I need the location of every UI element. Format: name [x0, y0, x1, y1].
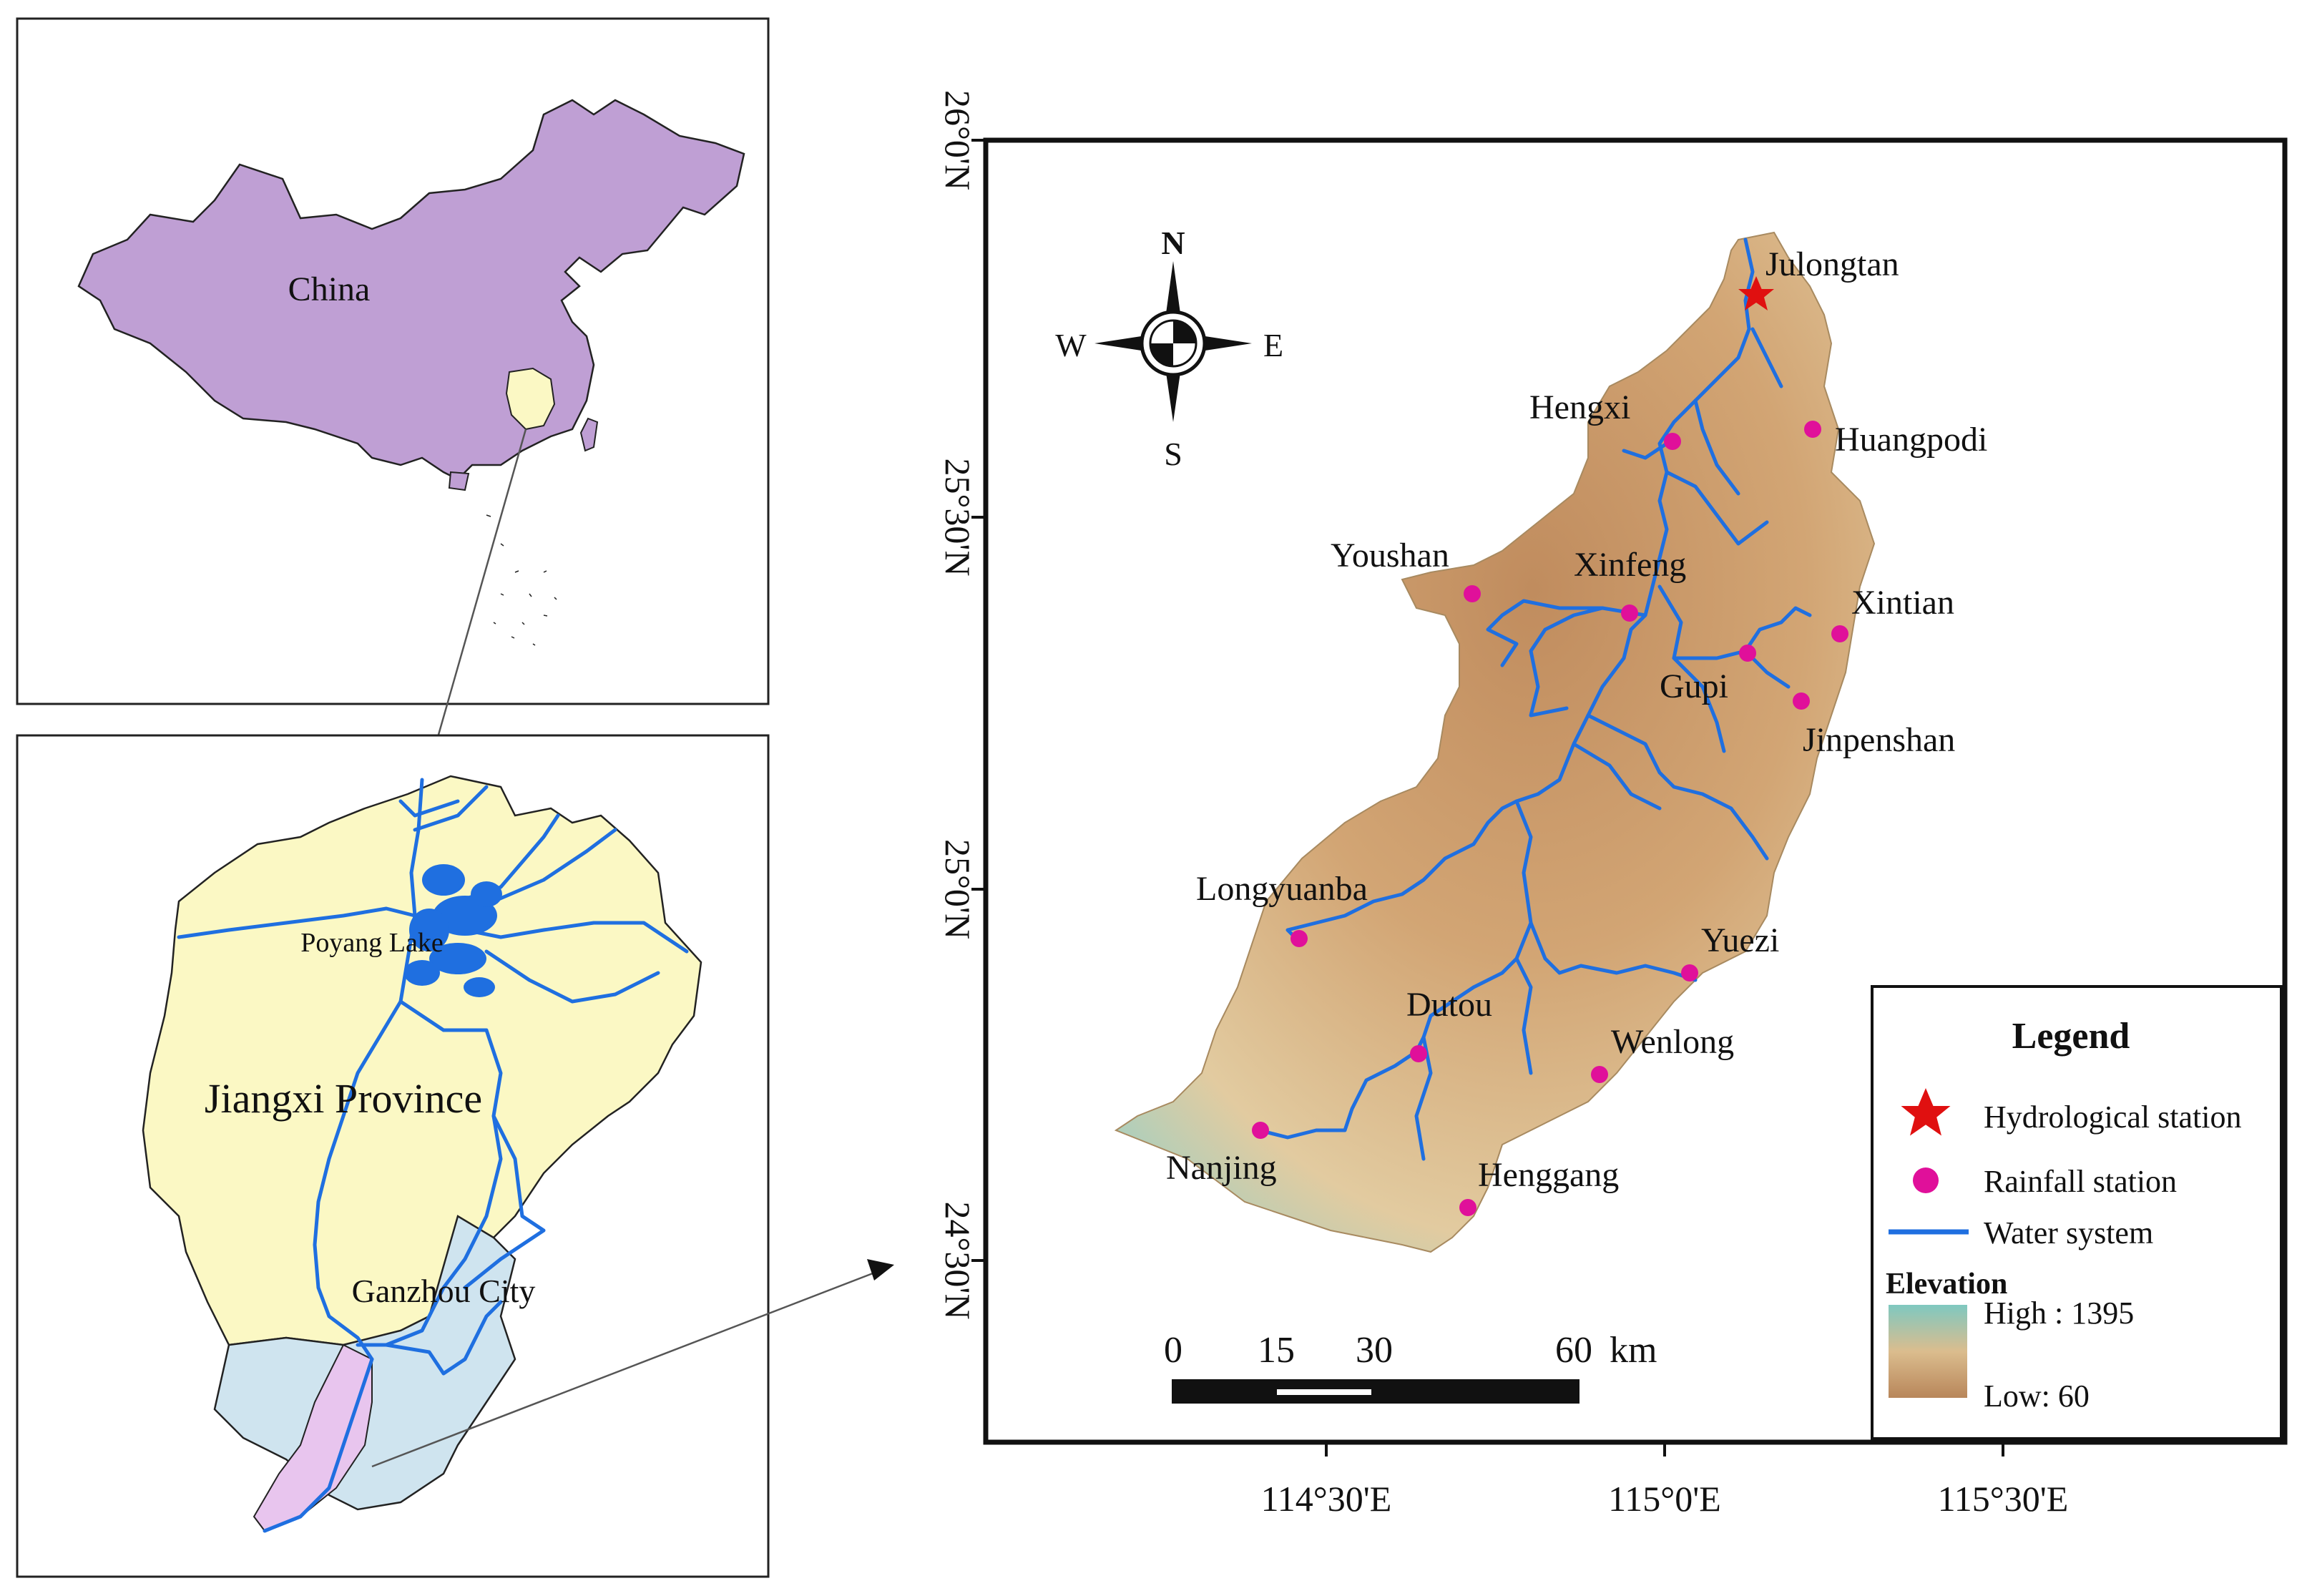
compass-e: E: [1263, 327, 1283, 363]
rainfall-marker-icon: [1621, 604, 1638, 622]
china-outline: [77, 99, 745, 481]
south-china-sea-islands: [486, 514, 557, 646]
scale-tick-0: 0: [1164, 1330, 1182, 1371]
lat-label-26n: 26°0'N: [938, 90, 978, 190]
rainfall-station-label: Hengxi: [1529, 388, 1630, 426]
rainfall-station-jinpenshan: Jinpenshan: [1793, 692, 1955, 759]
basin-elevation-map: [1114, 231, 1876, 1253]
map-legend: Legend Hydrological station Rainfall sta…: [1871, 985, 2283, 1440]
compass-east-point: [1191, 334, 1252, 353]
legend-hydro-label: Hydrological station: [1984, 1100, 2242, 1135]
rainfall-station-huangpodi: Huangpodi: [1804, 421, 1987, 459]
rainfall-station-label: Dutou: [1406, 986, 1492, 1024]
rainfall-station-dutou: Dutou: [1406, 986, 1492, 1062]
rainfall-marker-icon: [1739, 645, 1756, 662]
hydrological-station-julongtan: Julongtan: [1738, 245, 1899, 310]
rainfall-station-wenlong: Wenlong: [1591, 1023, 1734, 1083]
china-inset-panel: China: [16, 17, 770, 705]
elevation-low-label: Low: 60: [1984, 1379, 2090, 1414]
rainfall-station-label: Nanjing: [1166, 1149, 1277, 1187]
compass-w: W: [1055, 327, 1087, 363]
rainfall-marker-icon: [1252, 1122, 1269, 1139]
rainfall-marker-icon: [1664, 433, 1681, 450]
rainfall-station-label: Jinpenshan: [1803, 721, 1955, 759]
hainan-island: [448, 471, 470, 491]
compass-center-inner: [1149, 319, 1198, 368]
poyang-lake: [404, 864, 502, 997]
rainfall-station-yuezi: Yuezi: [1681, 921, 1779, 981]
rainfall-station-label: Gupi: [1660, 667, 1728, 705]
jiangxi-highlight: [505, 367, 556, 431]
scale-tick-15: 15: [1258, 1330, 1295, 1371]
basin-to-main-connector: [371, 1272, 873, 1468]
rainfall-marker-icon: [1464, 585, 1481, 602]
legend-hydro-star-icon: [1901, 1088, 1951, 1136]
rainfall-marker-icon: [1410, 1045, 1427, 1062]
rainfall-station-label: Yuezi: [1701, 921, 1779, 959]
compass-n: N: [1161, 225, 1185, 261]
jiangxi-inset-panel: Poyang Lake Jiangxi Province Ganzhou Cit…: [16, 734, 770, 1578]
elevation-color-ramp: [1889, 1305, 1967, 1398]
graticule-ticks: [971, 139, 2004, 1457]
rainfall-marker-icon: [1591, 1066, 1608, 1083]
lon-label-115-30e: 115°30'E: [1938, 1479, 2069, 1519]
legend-rainfall-marker-icon: [1913, 1167, 1939, 1193]
scale-bar-outline: [1172, 1379, 1580, 1404]
rainfall-station-youshan: Youshan: [1331, 537, 1481, 602]
lon-label-114-30e: 114°30'E: [1261, 1479, 1392, 1519]
north-arrow-compass: N S W E: [1055, 225, 1283, 472]
rainfall-marker-icon: [1290, 930, 1308, 947]
lat-label-25-30n: 25°30'N: [938, 458, 978, 576]
main-map-panel: 26°0'N 25°30'N 25°0'N 24°30'N 114°30'E 1…: [938, 90, 2288, 1519]
rainfall-station-label: Longyuanba: [1196, 870, 1368, 908]
china-label: China: [288, 270, 371, 308]
scale-bar: 0 15 30 60 km: [1164, 1330, 1657, 1404]
scale-tick-30: 30: [1356, 1330, 1393, 1371]
rainfall-station-gupi: Gupi: [1660, 645, 1756, 705]
rainfall-station-henggang: Henggang: [1459, 1156, 1619, 1216]
rainfall-marker-icon: [1804, 421, 1821, 438]
lat-label-24-30n: 24°30'N: [938, 1201, 978, 1319]
rainfall-station-label: Wenlong: [1611, 1023, 1734, 1061]
rainfall-station-longyuanba: Longyuanba: [1196, 870, 1368, 947]
compass-center-quadrant-b: [1150, 343, 1173, 366]
lat-label-25n: 25°0'N: [938, 839, 978, 939]
scale-tick-60: 60: [1555, 1330, 1592, 1371]
rainfall-station-hengxi: Hengxi: [1529, 388, 1681, 450]
china-to-jiangxi-connector: [424, 429, 527, 780]
lon-label-115e: 115°0'E: [1608, 1479, 1721, 1519]
ganzhou-city-label: Ganzhou City: [352, 1273, 536, 1309]
rainfall-station-label: Henggang: [1478, 1156, 1619, 1194]
hydro-star-icon: [1738, 276, 1774, 310]
legend-title: Legend: [2012, 1016, 2130, 1057]
rainfall-marker-icon: [1831, 625, 1848, 642]
compass-s: S: [1164, 436, 1182, 472]
elevation-high-label: High : 1395: [1984, 1296, 2134, 1331]
rainfall-station-xinfeng: Xinfeng: [1574, 546, 1686, 622]
rainfall-marker-icon: [1681, 964, 1698, 981]
main-connector-arrowhead: [867, 1259, 894, 1281]
hydro-station-label: Julongtan: [1765, 245, 1899, 283]
rainfall-station-label: Xintian: [1851, 584, 1954, 622]
elevation-title: Elevation: [1886, 1268, 2007, 1301]
scale-bar-white-segment: [1277, 1389, 1371, 1395]
poyang-lake-label: Poyang Lake: [300, 928, 443, 958]
legend-water-label: Water system: [1984, 1215, 2153, 1250]
legend-rainfall-label: Rainfall station: [1984, 1164, 2177, 1199]
compass-west-point: [1094, 334, 1155, 353]
rainfall-station-xintian: Xintian: [1831, 584, 1954, 642]
rainfall-station-label: Youshan: [1331, 537, 1449, 574]
rainfall-station-nanjing: Nanjing: [1166, 1122, 1277, 1187]
rainfall-stations: Hengxi Huangpodi Youshan Xinfeng Xintian…: [1166, 388, 1987, 1216]
rainfall-station-label: Huangpodi: [1835, 421, 1987, 459]
rainfall-marker-icon: [1793, 692, 1810, 710]
jiangxi-province-label: Jiangxi Province: [205, 1075, 482, 1122]
rainfall-station-label: Xinfeng: [1574, 546, 1686, 584]
compass-center-quadrant-a: [1173, 320, 1196, 343]
water-system-network: [1257, 238, 1812, 1161]
rainfall-marker-icon: [1459, 1199, 1476, 1216]
scale-unit: km: [1610, 1330, 1657, 1371]
taiwan-island: [579, 417, 599, 452]
